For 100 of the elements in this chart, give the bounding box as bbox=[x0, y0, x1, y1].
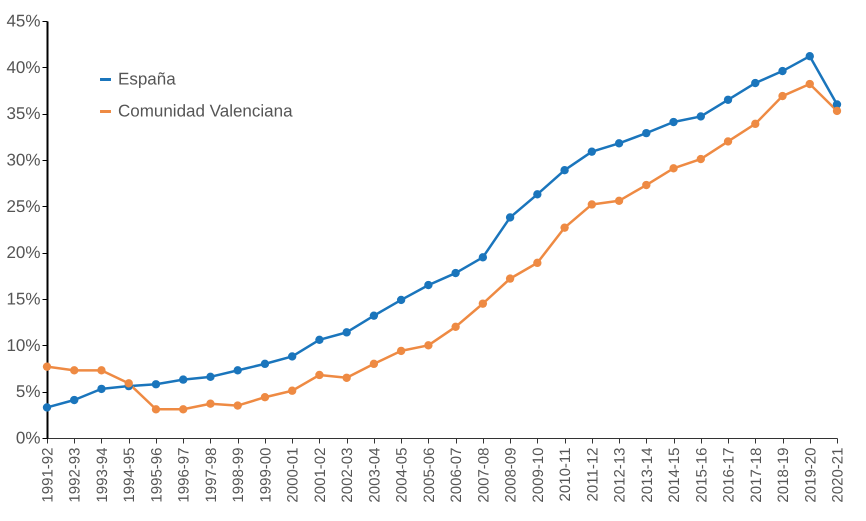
x-tick-label: 2012-13 bbox=[612, 448, 629, 503]
point bbox=[751, 78, 760, 88]
legend-label: España bbox=[118, 70, 176, 88]
point bbox=[396, 346, 406, 356]
point bbox=[642, 128, 650, 138]
point bbox=[724, 137, 732, 146]
point bbox=[288, 352, 296, 361]
x-tick-label: 1993-94 bbox=[94, 448, 111, 503]
x-tick-label: 1995-96 bbox=[148, 448, 166, 503]
x-tick-label: 2015-16 bbox=[693, 448, 710, 503]
point bbox=[315, 336, 324, 344]
point bbox=[370, 360, 378, 368]
y-tick-label: 35% bbox=[6, 104, 40, 124]
y-tick-label: 15% bbox=[6, 290, 40, 308]
x-tick-label: 2020-21 bbox=[830, 448, 846, 503]
point bbox=[724, 96, 732, 104]
point bbox=[696, 112, 705, 121]
point bbox=[506, 213, 514, 222]
point bbox=[234, 366, 242, 375]
y-tick-label: 40% bbox=[6, 58, 40, 77]
point bbox=[451, 268, 460, 278]
x-tick-label: 1999-00 bbox=[257, 448, 274, 503]
point bbox=[832, 106, 842, 116]
x-tick-label: 2000-01 bbox=[284, 448, 302, 503]
point bbox=[124, 379, 133, 388]
point bbox=[614, 196, 624, 205]
point bbox=[97, 384, 106, 394]
point bbox=[614, 139, 624, 148]
x-tick-label: 2010-11 bbox=[557, 448, 574, 502]
y-tick-label: 30% bbox=[6, 150, 40, 170]
point bbox=[288, 386, 296, 395]
x-tick-label: 2013-14 bbox=[638, 448, 656, 503]
point bbox=[696, 154, 705, 164]
point bbox=[260, 360, 270, 368]
y-tick-label: 45% bbox=[6, 12, 40, 30]
x-tick-label: 1996-97 bbox=[176, 448, 193, 503]
y-tick-label: 5% bbox=[16, 382, 40, 402]
point bbox=[424, 341, 433, 350]
point bbox=[396, 296, 406, 304]
point bbox=[234, 401, 242, 410]
point bbox=[533, 190, 542, 198]
point bbox=[778, 92, 787, 100]
point bbox=[70, 366, 78, 375]
x-tick-label: 1991-92 bbox=[40, 448, 56, 503]
point bbox=[342, 328, 351, 337]
point bbox=[642, 180, 650, 190]
x-tick-label: 2011-12 bbox=[584, 448, 602, 502]
point bbox=[370, 312, 378, 320]
x-tick-label: 2009-10 bbox=[530, 448, 547, 503]
x-tick-label: 2007-08 bbox=[475, 448, 492, 503]
point bbox=[70, 396, 78, 404]
y-tick-label: 25% bbox=[6, 196, 40, 216]
x-tick-label: 2019-20 bbox=[802, 448, 820, 503]
x-tick-label: 2001-02 bbox=[312, 448, 329, 503]
x-tick-label: 2016-17 bbox=[720, 448, 738, 503]
x-tick-label: 2006-07 bbox=[448, 448, 466, 503]
point bbox=[97, 366, 106, 375]
point bbox=[560, 166, 569, 174]
point bbox=[751, 120, 760, 128]
x-tick-label: 1994-95 bbox=[121, 448, 138, 503]
point bbox=[424, 280, 433, 290]
x-tick-label: 1992-93 bbox=[66, 448, 84, 503]
point bbox=[315, 370, 324, 380]
x-tick-label: 2018-19 bbox=[775, 448, 792, 503]
point bbox=[669, 118, 678, 126]
x-tick-label: 2004-05 bbox=[394, 448, 411, 503]
point bbox=[179, 405, 188, 414]
point bbox=[152, 380, 160, 388]
x-tick-label: 2017-18 bbox=[748, 448, 765, 503]
point bbox=[778, 66, 787, 76]
point bbox=[206, 372, 215, 382]
point bbox=[152, 405, 160, 414]
point bbox=[342, 374, 351, 382]
point bbox=[42, 362, 52, 371]
point bbox=[588, 200, 596, 209]
point bbox=[451, 322, 460, 331]
x-tick-label: 2014-15 bbox=[666, 448, 684, 503]
y-tick-label: 20% bbox=[6, 243, 40, 262]
point bbox=[42, 403, 52, 412]
x-tick-label: 2005-06 bbox=[420, 448, 438, 503]
point bbox=[533, 258, 542, 268]
point bbox=[478, 299, 488, 308]
x-tick-label: 1998-99 bbox=[230, 448, 248, 503]
point bbox=[506, 274, 514, 283]
point bbox=[560, 223, 569, 232]
point bbox=[806, 52, 814, 60]
x-tick-label: 1997-98 bbox=[202, 448, 220, 503]
point bbox=[206, 400, 215, 408]
point bbox=[260, 393, 270, 402]
legend-label: Comunidad Valenciana bbox=[118, 102, 294, 120]
y-tick-label: 0% bbox=[16, 428, 40, 448]
point bbox=[669, 164, 678, 173]
point bbox=[179, 375, 188, 384]
x-tick-label: 2008-09 bbox=[502, 448, 520, 503]
x-tick-label: 2002-03 bbox=[339, 448, 356, 503]
point bbox=[806, 80, 814, 88]
y-tick-label: 10% bbox=[6, 336, 40, 355]
point bbox=[588, 147, 596, 156]
point bbox=[478, 253, 488, 262]
x-tick-label: 2003-04 bbox=[366, 448, 384, 503]
